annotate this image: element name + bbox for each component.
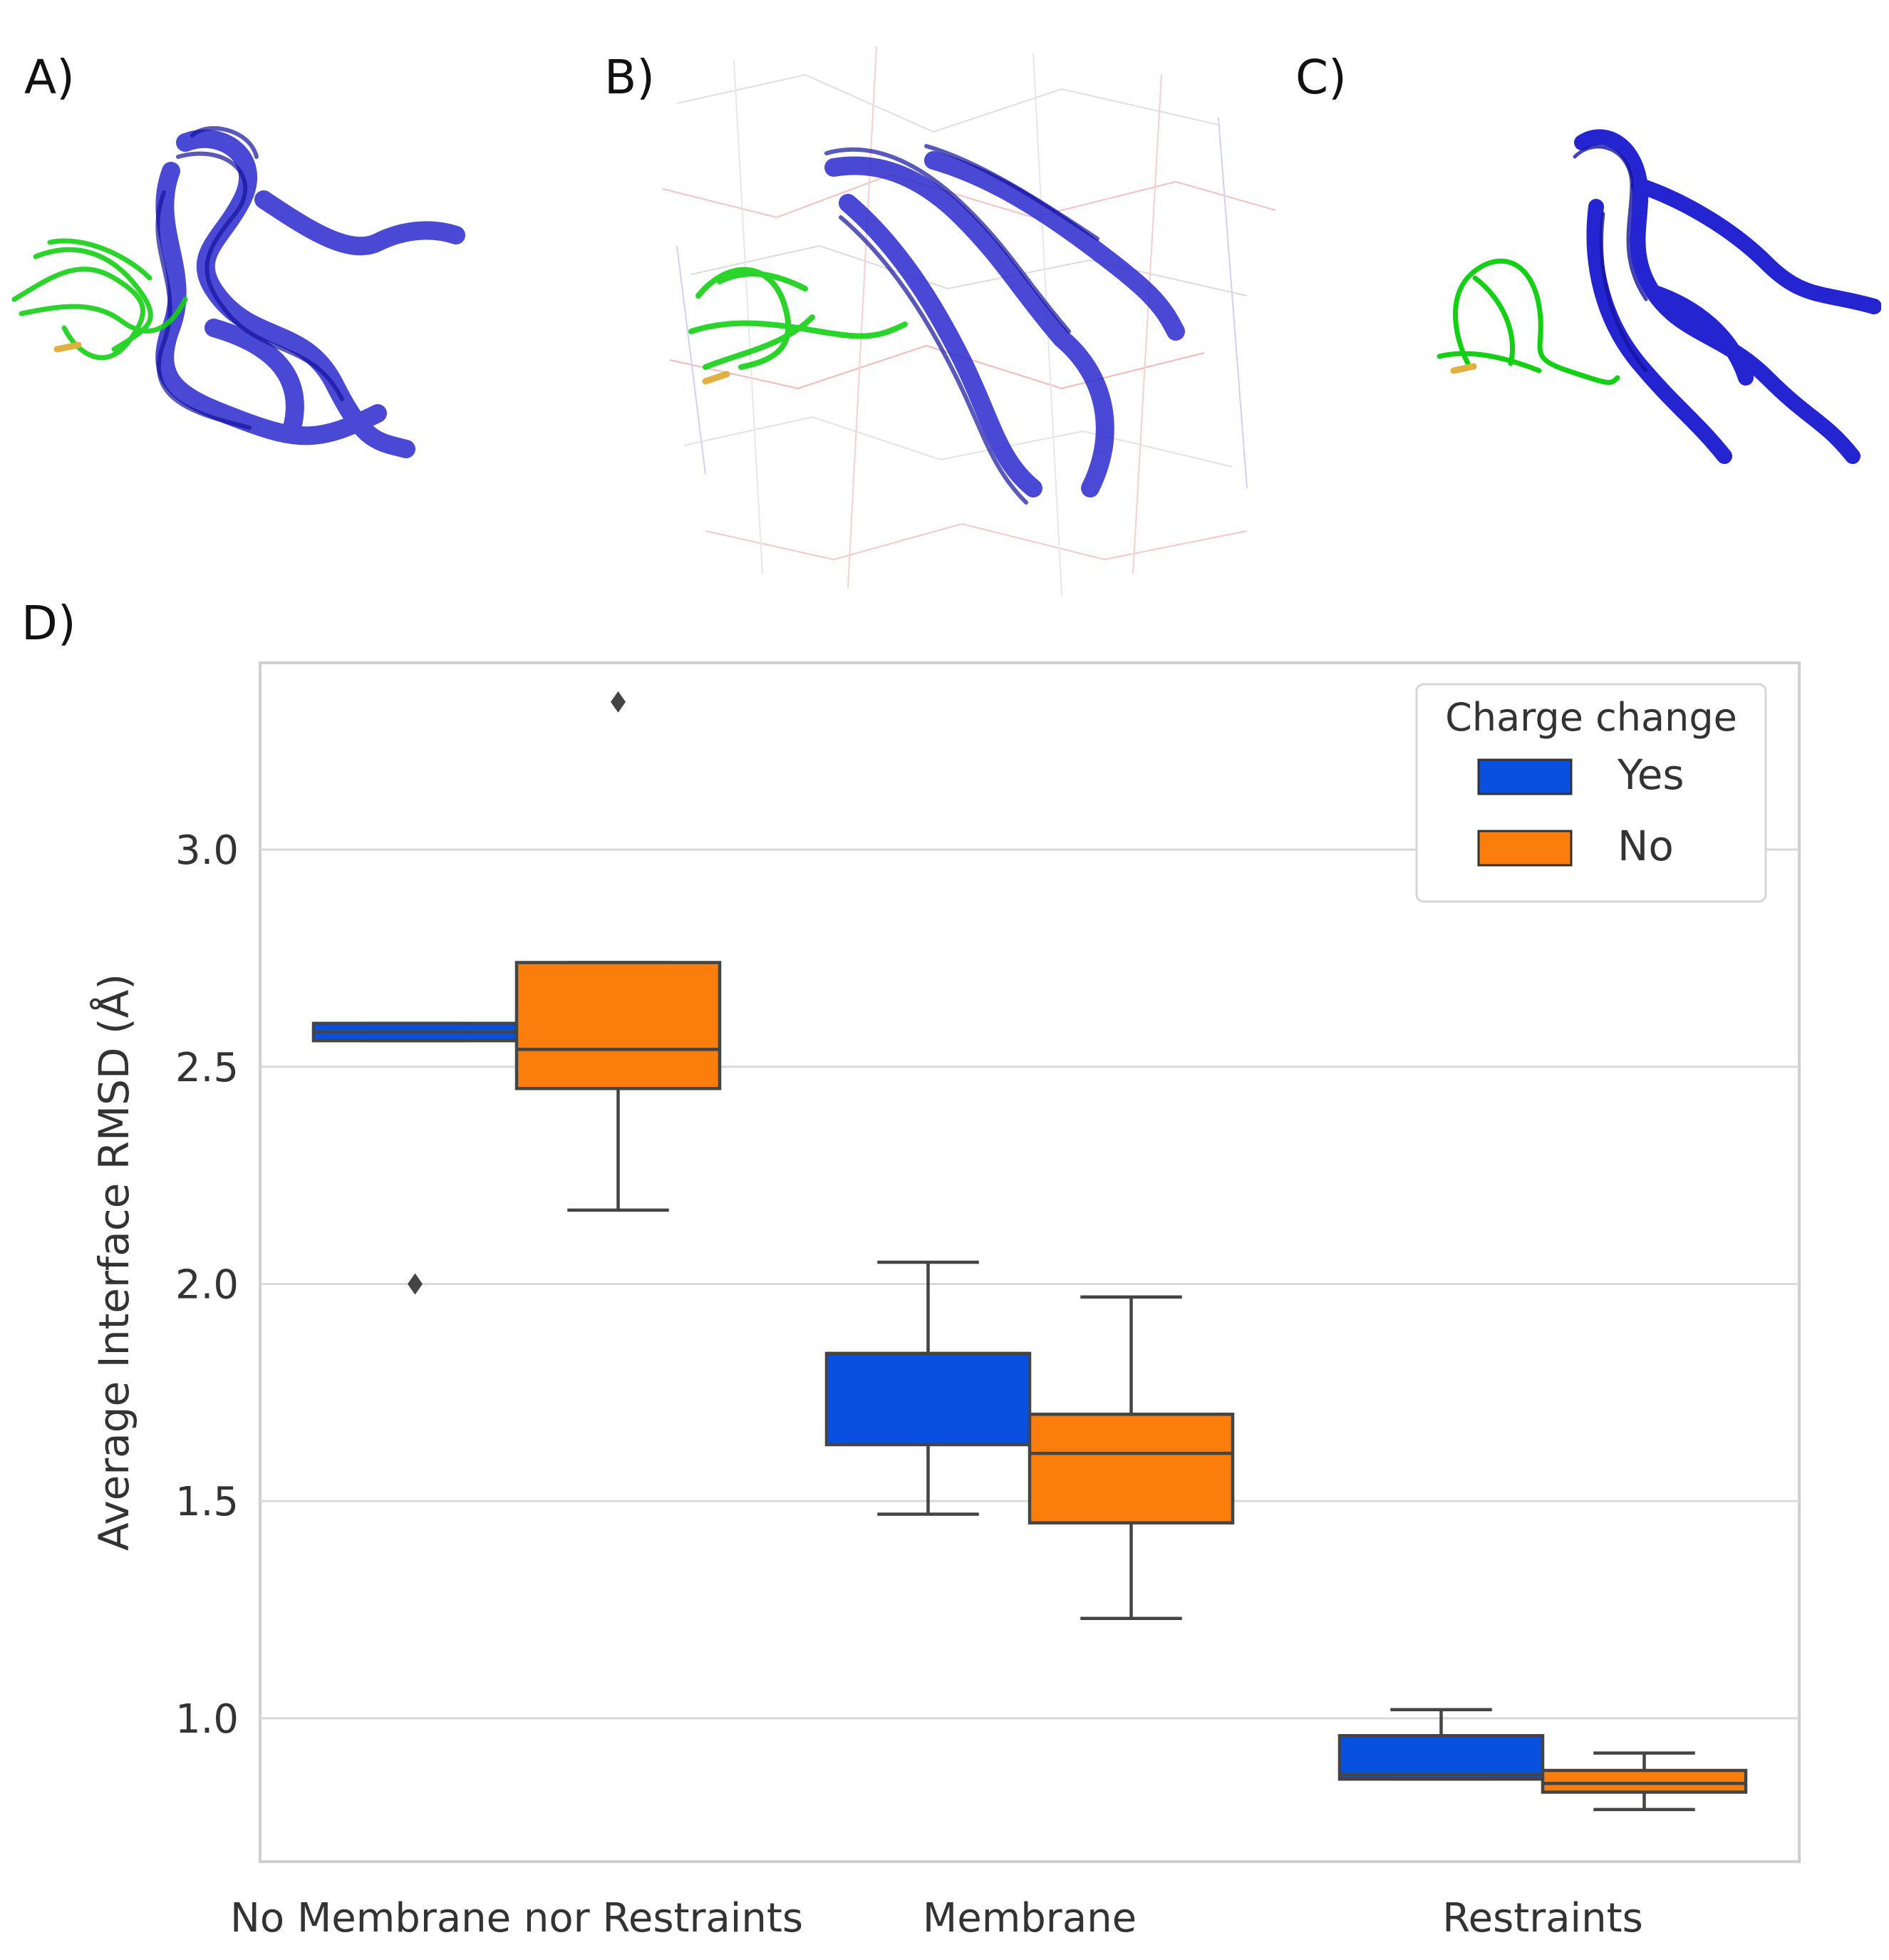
legend-title: Charge change bbox=[1445, 695, 1737, 740]
panel-a-label: A) bbox=[24, 50, 75, 105]
box-no-2 bbox=[1541, 1751, 1748, 1812]
box-no-0 bbox=[514, 691, 722, 1212]
box-body bbox=[1337, 1734, 1545, 1781]
rmsd-boxplot-chart: 1.0 1.5 2.0 2.5 3.0 No Membrane nor Restrain… bbox=[89, 661, 1801, 1941]
y-tick-label: 2.0 bbox=[175, 1262, 239, 1308]
y-tick-label: 3.0 bbox=[175, 827, 239, 874]
box-body bbox=[514, 961, 722, 1090]
y-axis-label: Average Interface RMSD (Å) bbox=[89, 974, 138, 1551]
legend-label-no: No bbox=[1618, 822, 1674, 870]
panel-c-label: C) bbox=[1295, 50, 1347, 105]
box-body bbox=[1541, 1768, 1748, 1794]
legend-label-yes: Yes bbox=[1617, 751, 1684, 799]
plot-area-frame bbox=[259, 661, 1801, 1863]
protein-membrane-structure-image-b bbox=[663, 46, 1275, 596]
protein-structure-image-a bbox=[11, 126, 465, 458]
protein-restrained-structure-image-c bbox=[1437, 129, 1881, 464]
legend-swatch-yes bbox=[1477, 758, 1573, 795]
box-body bbox=[824, 1351, 1032, 1447]
x-tick-label: Membrane bbox=[923, 1895, 1137, 1941]
x-tick-label: Restraints bbox=[1442, 1895, 1643, 1941]
outlier-point bbox=[408, 1273, 423, 1295]
y-tick-label: 2.5 bbox=[175, 1045, 239, 1091]
panel-d-label: D) bbox=[21, 596, 76, 651]
legend-swatch-no bbox=[1477, 830, 1573, 867]
panel-b-label: B) bbox=[604, 50, 656, 105]
box-yes-2 bbox=[1337, 1708, 1545, 1781]
box-no-1 bbox=[1028, 1295, 1235, 1620]
box-yes-1 bbox=[824, 1260, 1032, 1516]
outlier-point bbox=[611, 691, 626, 713]
legend: Charge change Yes No bbox=[1415, 683, 1767, 903]
box-body bbox=[1028, 1413, 1235, 1525]
y-tick-label: 1.0 bbox=[175, 1696, 239, 1743]
box-yes-0 bbox=[311, 1021, 519, 1295]
x-tick-label: No Membrane nor Restraints bbox=[230, 1895, 803, 1941]
y-tick-label: 1.5 bbox=[175, 1479, 239, 1525]
